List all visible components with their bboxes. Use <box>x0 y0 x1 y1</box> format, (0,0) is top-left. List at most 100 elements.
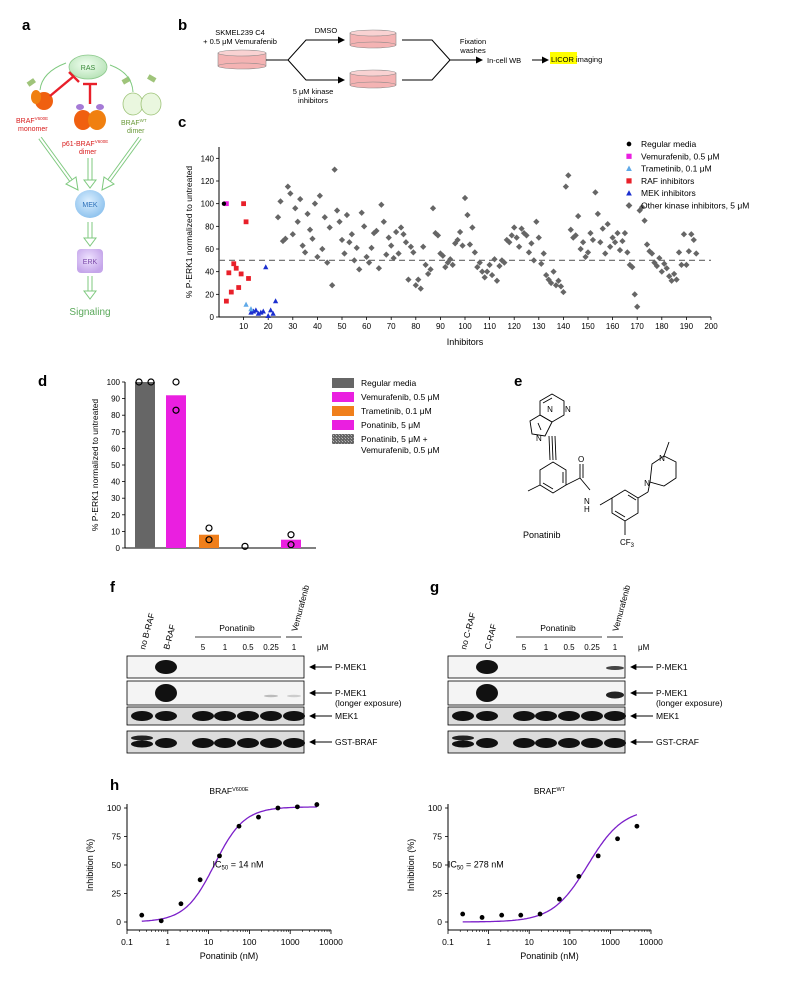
ponatinib-group-label: Ponatinib <box>219 623 255 633</box>
row-label: MEK1 <box>656 711 679 721</box>
data-point <box>486 261 493 268</box>
data-point <box>557 896 562 902</box>
data-point <box>256 814 261 820</box>
panel-label-b: b <box>178 17 187 34</box>
x-tick-label: 20 <box>264 322 273 331</box>
data-point <box>648 250 656 257</box>
data-point <box>594 210 601 217</box>
y-tick-label: 10 <box>111 527 120 536</box>
y-tick-label: 25 <box>433 889 443 899</box>
title-sup: WT <box>557 787 566 793</box>
data-point <box>641 217 648 224</box>
data-point <box>491 256 498 263</box>
x-tick-label: 10 <box>204 937 214 947</box>
licor-imaging-label: LICOR imaging <box>551 55 602 64</box>
data-point <box>576 874 582 879</box>
x-tick-label: 10000 <box>319 937 343 947</box>
data-point <box>390 254 397 262</box>
data-point <box>265 312 271 319</box>
legend-swatch <box>332 420 354 430</box>
band <box>237 738 259 748</box>
blot-strip <box>126 680 305 706</box>
data-point <box>471 249 478 256</box>
legend-swatch <box>332 392 354 402</box>
lane-label: 0.25 <box>263 643 279 652</box>
band <box>131 740 153 748</box>
fit-curve <box>141 806 317 922</box>
x-tick-label: 50 <box>338 322 347 331</box>
data-point <box>228 289 234 295</box>
y-tick-label: 70 <box>111 428 120 437</box>
data-point <box>469 224 476 231</box>
x-tick-label: 0.1 <box>121 937 133 947</box>
bar <box>166 395 186 548</box>
unit-label: μM <box>317 643 329 652</box>
data-point <box>538 260 545 267</box>
data-point <box>231 261 237 267</box>
x-tick-label: 1 <box>486 937 491 947</box>
data-point <box>439 252 446 259</box>
legend-swatch <box>332 406 354 416</box>
data-point <box>420 243 427 250</box>
data-point <box>417 285 424 292</box>
x-tick-label: 90 <box>436 322 445 331</box>
data-point <box>385 234 392 241</box>
x-tick-label: 180 <box>655 322 669 331</box>
band <box>535 738 557 748</box>
y-tick-label: 20 <box>111 511 120 520</box>
data-point <box>274 214 282 221</box>
row-sublabel: (longer exposure) <box>656 698 723 708</box>
band <box>155 684 177 702</box>
data-point <box>292 205 299 212</box>
erk-label: ERK <box>83 259 98 266</box>
data-point <box>680 231 688 238</box>
data-point <box>429 205 437 212</box>
data-point <box>449 261 456 268</box>
data-point <box>434 232 442 239</box>
data-point <box>493 277 501 284</box>
blot-strip <box>126 655 305 679</box>
data-point <box>316 192 323 199</box>
ic50-label: IC50 = 14 nM <box>213 859 264 871</box>
data-point <box>139 912 145 918</box>
lane-label: 1 <box>544 643 549 652</box>
data-point <box>321 214 328 221</box>
legend-label: Regular media <box>361 378 417 388</box>
data-point <box>284 183 291 190</box>
ic50-sub: 50 <box>222 865 229 871</box>
lane-label: 1 <box>223 643 228 652</box>
data-point <box>309 235 316 242</box>
vem-label: Vemurafenib <box>289 584 311 633</box>
data-point <box>570 234 577 241</box>
x-tick-label: 10000 <box>639 937 663 947</box>
x-tick-label: 190 <box>680 322 694 331</box>
y-axis-label: Inhibition (%) <box>85 839 95 892</box>
data-point <box>383 251 390 258</box>
bar <box>281 539 301 548</box>
data-point <box>589 236 597 244</box>
data-point <box>466 241 474 248</box>
band <box>131 735 153 741</box>
data-point <box>341 250 348 257</box>
data-point <box>484 268 491 275</box>
panel-label-d: d <box>38 373 47 390</box>
braf-wt-dimer-icon <box>121 74 162 116</box>
data-point <box>172 406 180 414</box>
data-point <box>496 262 503 270</box>
mek-label: MEK <box>82 202 98 209</box>
data-point <box>351 257 358 264</box>
y-tick-label: 100 <box>107 378 121 387</box>
data-point <box>479 268 486 275</box>
band <box>214 711 236 721</box>
data-point <box>582 253 589 261</box>
data-point <box>277 198 284 205</box>
data-point <box>690 236 697 244</box>
dish-start-icon <box>217 49 267 70</box>
x-tick-label: 170 <box>631 322 645 331</box>
band <box>513 738 535 748</box>
x-tick-label: 10 <box>239 322 248 331</box>
data-point <box>518 225 525 232</box>
legend-marker <box>626 165 632 171</box>
erk-node <box>77 249 103 273</box>
